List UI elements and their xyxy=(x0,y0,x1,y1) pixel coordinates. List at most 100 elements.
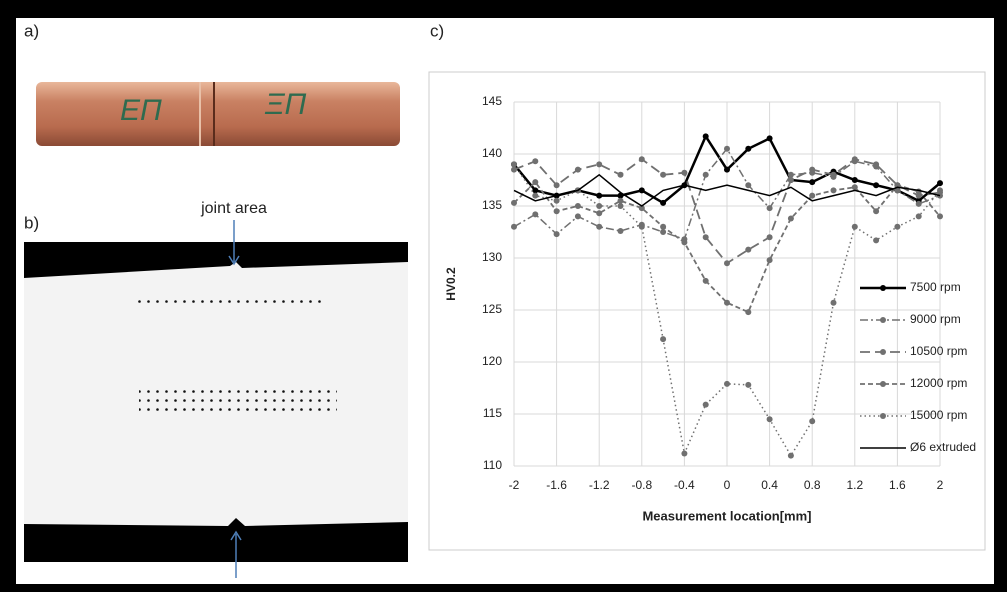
x-tick-label: 0 xyxy=(724,478,731,492)
data-point xyxy=(766,257,773,264)
data-point xyxy=(745,381,752,388)
data-point xyxy=(787,171,794,178)
legend-label: 9000 rpm xyxy=(910,312,961,326)
data-point xyxy=(766,135,773,142)
data-point xyxy=(915,200,922,207)
data-point xyxy=(638,223,645,230)
y-tick-label: 130 xyxy=(482,250,502,264)
legend-label: 7500 rpm xyxy=(910,280,961,294)
x-axis-title: Measurement location[mm] xyxy=(642,508,811,523)
data-point xyxy=(638,205,645,212)
data-point xyxy=(553,197,560,204)
data-point xyxy=(702,133,709,140)
data-point xyxy=(596,192,603,199)
data-point xyxy=(809,166,816,173)
data-point xyxy=(553,208,560,215)
data-point xyxy=(915,213,922,220)
data-point xyxy=(574,166,581,173)
y-tick-label: 110 xyxy=(483,458,502,472)
chart-frame xyxy=(428,71,986,551)
data-point xyxy=(873,161,880,168)
legend-marker xyxy=(880,381,886,387)
data-point xyxy=(702,277,709,284)
data-point xyxy=(894,182,901,189)
data-point xyxy=(617,203,624,209)
x-tick-label: 1.2 xyxy=(846,478,863,492)
data-point xyxy=(851,156,858,163)
data-point xyxy=(596,203,603,209)
x-tick-label: 2 xyxy=(937,478,944,492)
annotation: joint area xyxy=(200,200,267,217)
data-point xyxy=(873,182,880,189)
data-point xyxy=(617,227,624,234)
x-tick-label: -1.6 xyxy=(546,478,567,492)
micrograph xyxy=(24,220,408,578)
data-point xyxy=(937,180,943,187)
rod-photo: EΠ ΞΠ xyxy=(28,72,408,152)
data-point xyxy=(766,205,773,212)
data-point xyxy=(724,380,730,387)
legend-label: 12000 rpm xyxy=(910,376,967,390)
data-point xyxy=(511,199,517,206)
data-point xyxy=(532,211,539,218)
data-point xyxy=(660,171,667,178)
legend-label: 10500 rpm xyxy=(910,344,967,358)
data-point xyxy=(511,166,517,173)
data-point xyxy=(745,182,752,189)
data-point xyxy=(638,156,645,163)
data-point xyxy=(873,208,880,215)
data-point xyxy=(830,171,837,178)
data-point xyxy=(660,336,667,343)
data-point xyxy=(724,166,730,173)
series-line xyxy=(513,173,941,207)
data-point xyxy=(660,223,667,230)
data-point xyxy=(809,179,816,186)
data-point xyxy=(596,223,603,230)
data-point xyxy=(617,171,624,178)
x-tick-label: -1.2 xyxy=(589,478,610,492)
data-point xyxy=(702,171,709,178)
data-point xyxy=(787,215,794,222)
panel-label: b) xyxy=(24,213,39,232)
legend-label: 15000 rpm xyxy=(910,408,967,422)
y-tick-label: 145 xyxy=(482,94,502,108)
data-point xyxy=(745,246,752,253)
legend-marker xyxy=(880,317,886,323)
data-point xyxy=(553,182,560,189)
data-point xyxy=(532,187,539,194)
data-point xyxy=(851,184,858,191)
data-point xyxy=(937,187,943,194)
data-point xyxy=(638,187,645,194)
x-tick-label: 1.6 xyxy=(889,478,906,492)
data-point xyxy=(937,213,943,220)
data-point xyxy=(532,158,539,165)
data-point xyxy=(745,145,752,152)
data-point xyxy=(851,177,858,183)
data-point xyxy=(660,229,667,235)
y-tick-label: 140 xyxy=(482,146,502,160)
data-point xyxy=(724,260,730,267)
y-tick-label: 120 xyxy=(482,354,502,368)
data-point xyxy=(745,309,752,316)
data-point xyxy=(766,234,773,241)
data-point xyxy=(851,223,858,230)
legend-marker xyxy=(880,285,886,291)
data-point xyxy=(873,237,880,244)
data-point xyxy=(596,161,603,168)
panel-label: c) xyxy=(430,21,444,40)
data-point xyxy=(787,177,794,183)
data-point xyxy=(574,213,581,220)
data-point xyxy=(617,197,624,204)
data-point xyxy=(681,239,688,246)
data-point xyxy=(532,179,539,186)
data-point xyxy=(724,145,730,152)
data-point xyxy=(681,169,688,176)
data-point xyxy=(894,223,901,230)
data-point xyxy=(809,418,816,425)
data-point xyxy=(511,161,517,168)
data-point xyxy=(553,231,560,238)
data-point xyxy=(787,452,794,459)
data-point xyxy=(574,203,581,209)
data-point xyxy=(894,187,901,194)
